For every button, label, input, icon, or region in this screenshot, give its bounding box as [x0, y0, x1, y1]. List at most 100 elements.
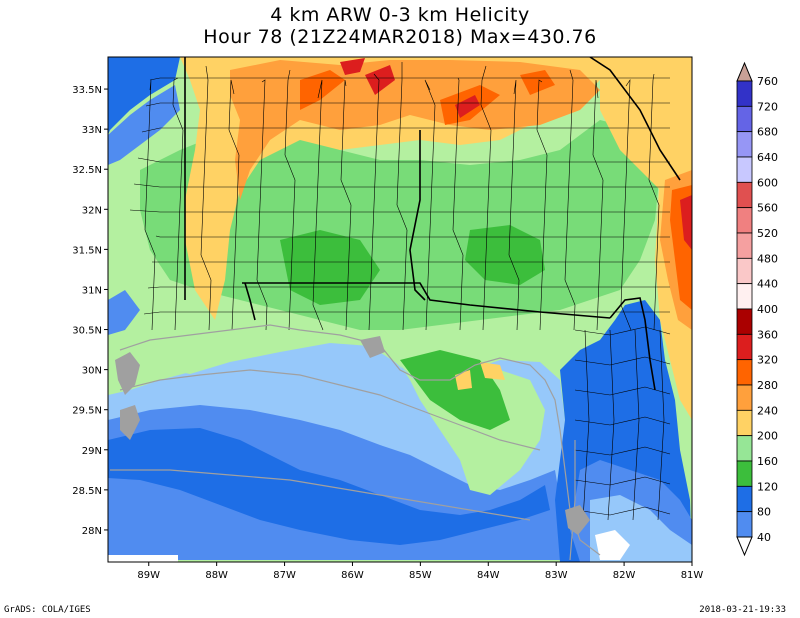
county-line-h	[143, 311, 670, 315]
colorbar-label: 120	[757, 480, 778, 493]
county-line-v	[312, 79, 324, 331]
colorbar-segment	[736, 181, 753, 209]
colorbar-label: 80	[757, 506, 771, 519]
lat-tick-label: 28.5N	[72, 486, 102, 497]
map-plot-area	[108, 57, 692, 562]
lon-tick-label: 86W	[341, 570, 364, 581]
county-line-v	[228, 79, 240, 331]
lat-tick-label: 32N	[82, 205, 102, 216]
lon-tick-label: 84W	[477, 570, 500, 581]
northwest-blue-region	[108, 57, 180, 135]
red-streak-2	[365, 65, 395, 95]
colorbar-segment	[736, 485, 753, 513]
lon-tick-label: 83W	[545, 570, 568, 581]
county-line-h	[574, 326, 671, 336]
colorbar-label: 400	[757, 303, 778, 316]
lon-tick-label: 82W	[613, 570, 636, 581]
county-line-v	[368, 73, 380, 331]
county-line-h	[133, 183, 670, 188]
longitude-axis: 89W 88W 87W 86W 85W 84W 83W 82W 81W	[137, 562, 703, 581]
county-line-h	[155, 235, 670, 238]
lon-tick-label: 88W	[205, 570, 228, 581]
county-line-v	[632, 329, 640, 521]
county-line-h	[137, 157, 670, 163]
colorbar-segment	[736, 359, 753, 386]
colorbar-label: 480	[757, 252, 778, 265]
colorbar-segment	[736, 283, 753, 310]
colorbar-label: 720	[757, 100, 778, 113]
red-east	[680, 195, 692, 250]
colorbar-segment	[736, 80, 753, 107]
colorbar-bottom-arrow	[736, 536, 753, 557]
red-streak-1	[300, 70, 345, 110]
colorbar-segment	[736, 105, 753, 133]
county-line-v	[536, 79, 548, 331]
county-line-h	[141, 127, 670, 133]
county-line-h	[149, 77, 670, 81]
county-line-v	[396, 62, 408, 331]
coastline-and-shelf	[110, 324, 601, 561]
county-line-h	[574, 446, 671, 456]
colorbar-label: 680	[757, 126, 778, 139]
county-line-v	[607, 329, 615, 521]
al-ga-border	[409, 130, 426, 301]
county-line-v	[200, 65, 212, 331]
colorbar-segment	[736, 156, 753, 183]
county-line-v	[424, 79, 436, 331]
county-line-v	[256, 79, 268, 331]
orange-patch-coast-2	[480, 362, 505, 380]
colorbar-label: 640	[757, 151, 778, 164]
lat-tick-label: 33.5N	[72, 85, 102, 96]
colorbar-segment	[736, 409, 753, 437]
county-line-v	[657, 329, 665, 521]
county-line-h	[145, 102, 670, 107]
colorbar-segment	[736, 207, 753, 234]
colorbar-label: 520	[757, 227, 778, 240]
ga-sc-border	[589, 57, 681, 181]
lon-tick-label: 89W	[137, 570, 160, 581]
county-line-h	[574, 476, 671, 486]
footer-credit: GrADS: COLA/IGES	[4, 605, 91, 615]
lat-tick-label: 31.5N	[72, 245, 102, 256]
colorbar-label: 240	[757, 404, 778, 417]
footer-timestamp: 2018-03-21-19:33	[699, 605, 786, 615]
county-line-v	[564, 69, 576, 331]
lat-tick-label: 29N	[82, 446, 102, 457]
county-line-v	[480, 65, 492, 331]
lat-tick-label: 28N	[82, 526, 102, 537]
al-fl-border	[242, 282, 611, 319]
county-line-v	[340, 79, 352, 331]
county-line-h	[147, 286, 670, 289]
lon-tick-label: 85W	[409, 570, 432, 581]
colorbar-segment	[736, 435, 753, 462]
lon-tick-label: 81W	[681, 570, 704, 581]
latitude-axis: 33.5N 33N 32.5N 32N 31.5N 31N 30.5N 30N 29.5N 29N…	[72, 85, 108, 537]
chart-title: 4 km ARW 0-3 km Helicity	[270, 4, 530, 26]
colorbar: 760 720 680 640 600 560 520 480 440 400 360 320 280 2…	[736, 61, 778, 557]
county-line-v	[648, 73, 660, 331]
louisiana-marsh	[115, 336, 590, 535]
state-boundaries	[184, 57, 681, 391]
county-line-v	[620, 78, 632, 331]
west-blue-strip	[108, 290, 140, 335]
colorbar-label: 280	[757, 379, 778, 392]
mid-green-patch-1	[280, 230, 380, 305]
colorbar-top-arrow	[736, 61, 753, 82]
county-line-v	[582, 329, 590, 521]
domain-edge	[108, 555, 178, 562]
colorbar-label: 160	[757, 455, 778, 468]
colorbar-segment	[736, 511, 753, 538]
florida-keys-white	[595, 530, 630, 560]
colorbar-label: 200	[757, 430, 778, 443]
lat-tick-label: 30N	[82, 366, 102, 377]
fl-panhandle-west	[244, 282, 256, 321]
plot-frame	[107, 56, 693, 563]
county-line-v	[452, 77, 464, 331]
ga-fl-east-border	[609, 297, 656, 391]
red-streak-6	[340, 58, 365, 75]
colorbar-label: 360	[757, 328, 778, 341]
county-line-h	[129, 209, 670, 213]
county-line-v	[592, 79, 604, 331]
colorbar-segment	[736, 308, 753, 335]
